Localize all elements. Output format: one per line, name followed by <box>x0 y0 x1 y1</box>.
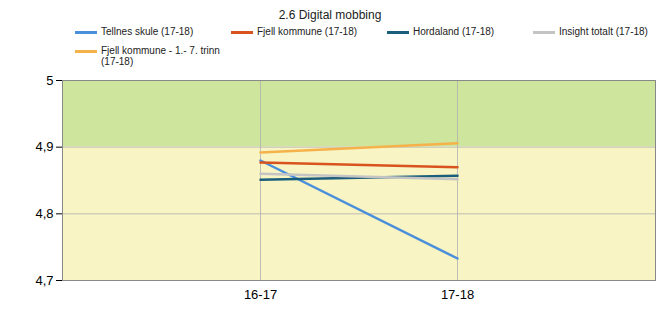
svg-text:16-17: 16-17 <box>244 287 277 302</box>
svg-text:4,8: 4,8 <box>35 206 53 221</box>
html-text:Fjell kommune - 1.- 7. trinn (: Fjell kommune - 1.- 7. trinn (17-18) <box>101 44 220 67</box>
html-text:2.6 Digital mobbing: 2.6 Digital mobbing <box>278 8 382 22</box>
html-text:Hordaland (17-18): Hordaland (17-18) <box>413 26 495 37</box>
svg-text:17-18: 17-18 <box>441 287 474 302</box>
html-text:Tellnes skule (17-18): Tellnes skule (17-18) <box>101 26 194 37</box>
html-text:Insight totalt (17-18): Insight totalt (17-18) <box>559 26 648 37</box>
svg-text:4,9: 4,9 <box>35 139 53 154</box>
html-text:Fjell kommune (17-18): Fjell kommune (17-18) <box>257 26 357 37</box>
svg-text:4,7: 4,7 <box>35 273 53 288</box>
svg-text:5: 5 <box>46 73 53 88</box>
